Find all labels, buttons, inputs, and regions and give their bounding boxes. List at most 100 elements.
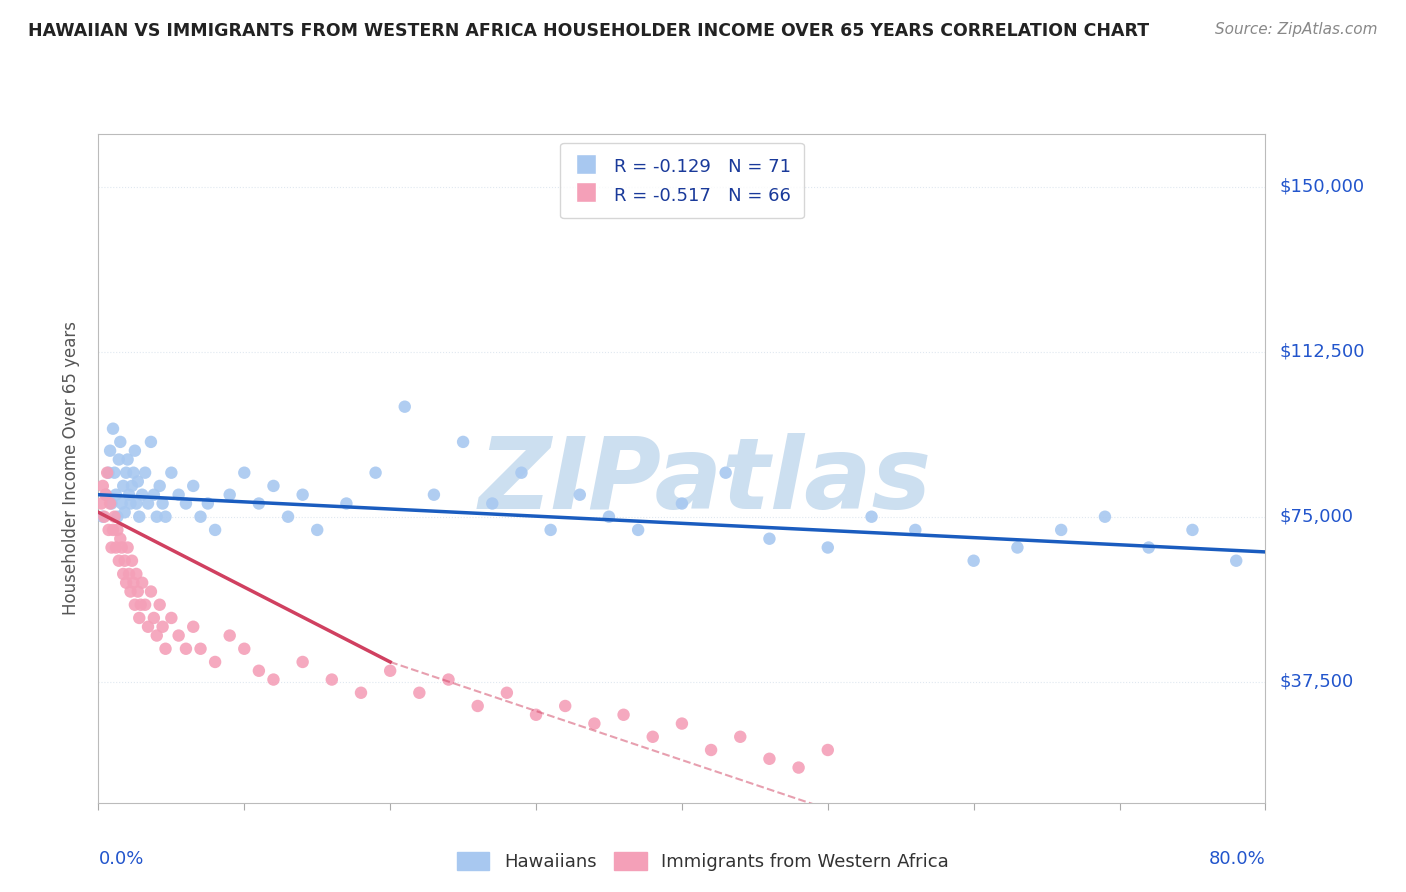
Point xyxy=(129,598,152,612)
Point xyxy=(233,641,256,656)
Point xyxy=(262,479,284,493)
Point xyxy=(105,523,128,537)
Point xyxy=(115,466,138,480)
Legend: R = -0.129   N = 71, R = -0.517   N = 66: R = -0.129 N = 71, R = -0.517 N = 66 xyxy=(560,143,804,219)
Point xyxy=(262,673,284,687)
Point xyxy=(277,509,299,524)
Point xyxy=(139,584,162,599)
Point xyxy=(108,452,131,467)
Point xyxy=(307,523,329,537)
Point xyxy=(127,475,149,489)
Point xyxy=(568,488,591,502)
Point xyxy=(131,488,153,502)
Point xyxy=(904,523,927,537)
Point xyxy=(112,566,135,581)
Point xyxy=(174,496,197,510)
Point xyxy=(1094,509,1116,524)
Point xyxy=(758,532,780,546)
Point xyxy=(124,598,146,612)
Text: $37,500: $37,500 xyxy=(1279,673,1354,690)
Point xyxy=(437,673,460,687)
Point xyxy=(160,611,183,625)
Point xyxy=(91,509,114,524)
Point xyxy=(112,479,135,493)
Point xyxy=(155,509,177,524)
Legend: Hawaiians, Immigrants from Western Africa: Hawaiians, Immigrants from Western Afric… xyxy=(450,845,956,879)
Point xyxy=(94,488,117,502)
Text: 80.0%: 80.0% xyxy=(1209,849,1265,868)
Point xyxy=(104,488,127,502)
Point xyxy=(350,686,373,700)
Point xyxy=(408,686,430,700)
Point xyxy=(181,479,204,493)
Point xyxy=(111,541,134,555)
Text: HAWAIIAN VS IMMIGRANTS FROM WESTERN AFRICA HOUSEHOLDER INCOME OVER 65 YEARS CORR: HAWAIIAN VS IMMIGRANTS FROM WESTERN AFRI… xyxy=(28,22,1149,40)
Point xyxy=(125,566,148,581)
Point xyxy=(108,554,131,568)
Point xyxy=(321,673,343,687)
Point xyxy=(671,496,693,510)
Text: 0.0%: 0.0% xyxy=(98,849,143,868)
Point xyxy=(97,523,120,537)
Point xyxy=(146,628,169,642)
Point xyxy=(134,598,156,612)
Point xyxy=(101,523,124,537)
Point xyxy=(612,707,634,722)
Point xyxy=(128,611,150,625)
Point xyxy=(121,554,143,568)
Point xyxy=(335,496,357,510)
Point xyxy=(700,743,723,757)
Point xyxy=(104,541,127,555)
Point xyxy=(174,641,197,656)
Point xyxy=(204,523,226,537)
Point xyxy=(125,496,148,510)
Point xyxy=(291,655,314,669)
Point xyxy=(118,488,141,502)
Point xyxy=(103,509,125,524)
Point xyxy=(142,611,165,625)
Text: Source: ZipAtlas.com: Source: ZipAtlas.com xyxy=(1215,22,1378,37)
Point xyxy=(110,532,132,546)
Point xyxy=(93,509,115,524)
Point xyxy=(152,496,174,510)
Point xyxy=(451,434,474,449)
Point xyxy=(111,496,134,510)
Point xyxy=(136,496,159,510)
Point xyxy=(787,761,810,775)
Point xyxy=(122,575,145,590)
Point xyxy=(423,488,446,502)
Point xyxy=(105,509,128,524)
Point xyxy=(155,641,177,656)
Point xyxy=(554,698,576,713)
Point xyxy=(127,584,149,599)
Point xyxy=(247,496,270,510)
Point xyxy=(394,400,416,414)
Point xyxy=(167,628,190,642)
Point xyxy=(218,488,240,502)
Point xyxy=(728,730,751,744)
Point xyxy=(817,743,839,757)
Point xyxy=(142,488,165,502)
Point xyxy=(364,466,387,480)
Text: $150,000: $150,000 xyxy=(1279,178,1364,195)
Point xyxy=(598,509,620,524)
Point xyxy=(197,496,219,510)
Text: $112,500: $112,500 xyxy=(1279,343,1365,360)
Point xyxy=(714,466,737,480)
Point xyxy=(114,554,136,568)
Point xyxy=(204,655,226,669)
Point xyxy=(114,505,136,519)
Point xyxy=(98,443,121,458)
Point xyxy=(124,443,146,458)
Point xyxy=(98,496,121,510)
Point xyxy=(96,466,118,480)
Point xyxy=(190,509,212,524)
Point xyxy=(817,541,839,555)
Point xyxy=(962,554,984,568)
Point xyxy=(467,698,489,713)
Point xyxy=(510,466,533,480)
Point xyxy=(117,541,139,555)
Point xyxy=(1137,541,1160,555)
Y-axis label: Householder Income Over 65 years: Householder Income Over 65 years xyxy=(62,321,80,615)
Point xyxy=(181,620,204,634)
